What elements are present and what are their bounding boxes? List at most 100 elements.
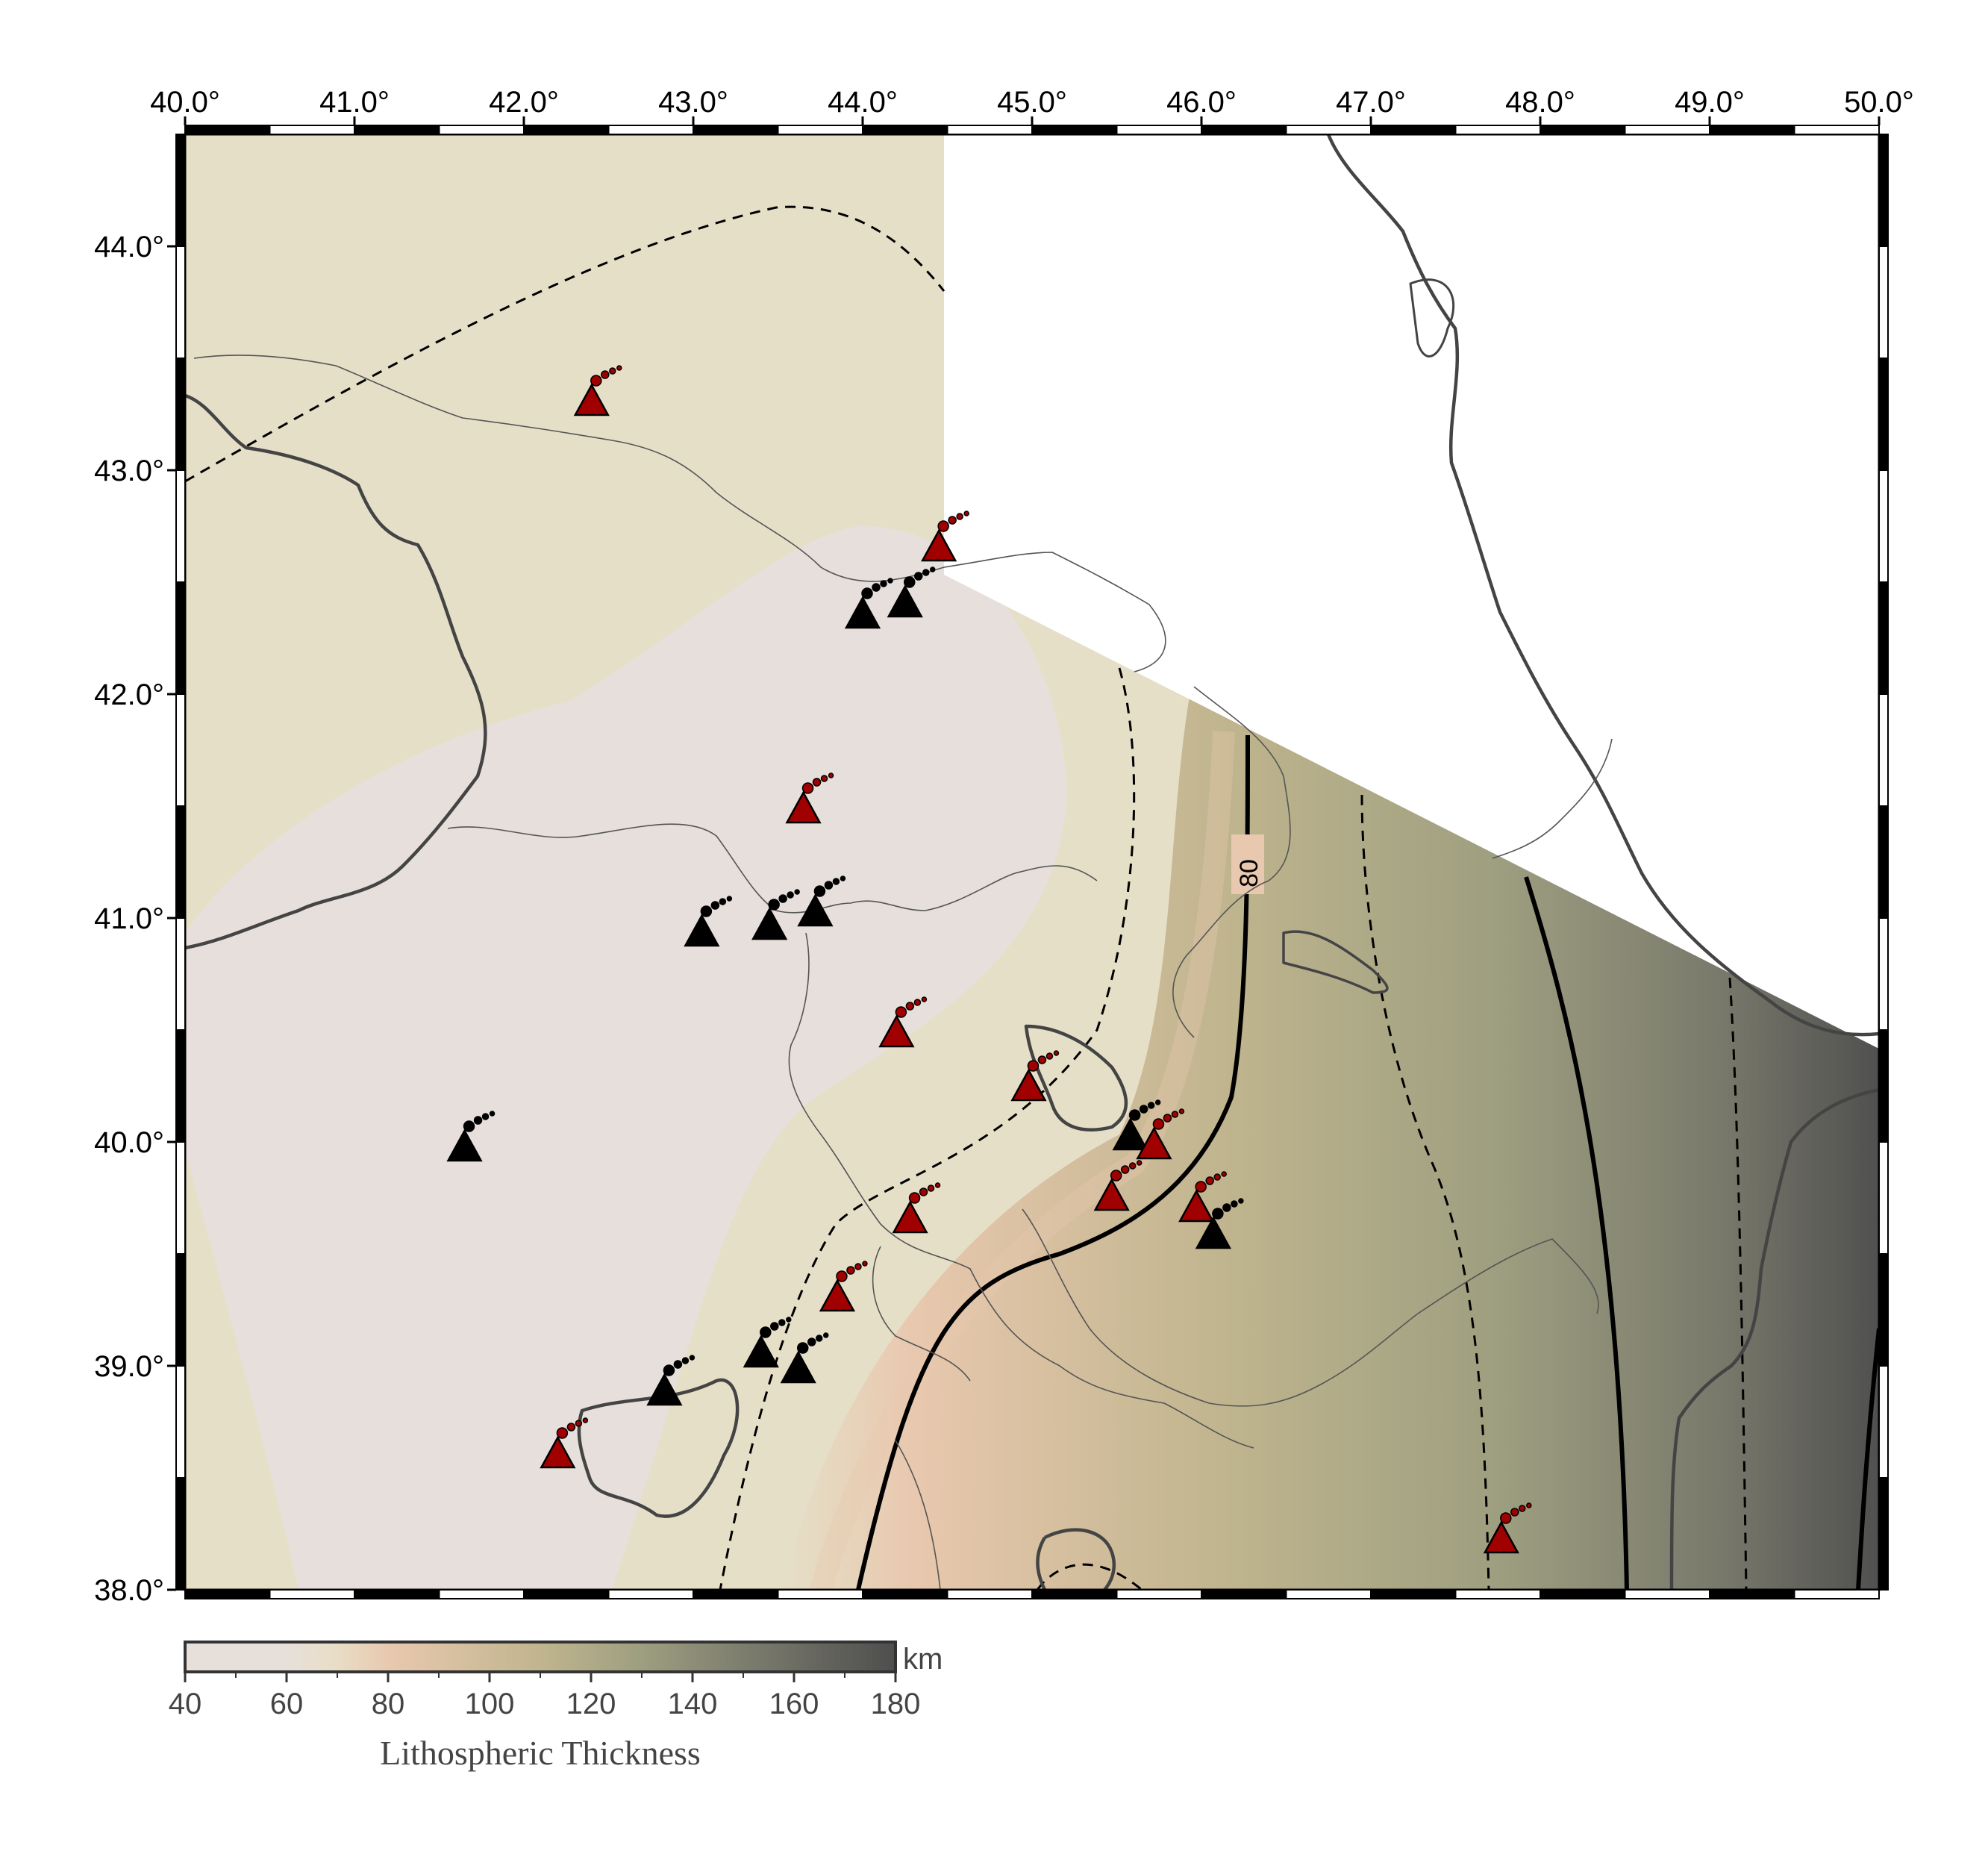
frame-segment — [269, 1589, 355, 1599]
mingachevir — [1282, 930, 1389, 994]
frame-segment — [1878, 134, 1889, 247]
volcano-icon — [1136, 1108, 1185, 1160]
frame-segment — [1540, 1589, 1626, 1599]
frame-segment — [523, 1589, 610, 1599]
frame-segment — [1878, 917, 1889, 1031]
frame-segment — [175, 1365, 186, 1479]
caspian-coast — [1326, 134, 1879, 1037]
lon-tick-label: 40.0° — [150, 86, 220, 119]
lat-tick-label: 44.0° — [94, 231, 164, 263]
contour-dashed-3 — [1728, 977, 1748, 1590]
frame-segment — [1878, 1029, 1889, 1143]
frame-segment — [438, 125, 525, 135]
frame-segment — [1793, 125, 1880, 135]
contour-solid-2 — [1524, 876, 1629, 1590]
colorbar-tick-label: 140 — [668, 1688, 718, 1720]
volcano-markers — [446, 365, 1532, 1554]
frame-segment — [175, 693, 186, 807]
colorbar-tick-label: 120 — [566, 1688, 616, 1720]
frame-segment — [354, 1589, 440, 1599]
frame-segment — [175, 1029, 186, 1143]
frame-segment — [175, 134, 186, 247]
frame-segment — [175, 246, 186, 359]
frame-segment — [184, 125, 271, 135]
latitude-labels: 44.0° 43.0° 42.0° 41.0° 40.0° 39.0° 38.0° — [94, 231, 176, 1607]
frame-segment — [946, 125, 1033, 135]
contour-dashed-2 — [1360, 794, 1490, 1590]
frame-segment — [607, 125, 694, 135]
frame-segment — [1793, 1589, 1880, 1599]
lat-tick-label: 41.0° — [94, 902, 164, 935]
borders — [193, 355, 1613, 1590]
frame-segment — [1285, 1589, 1372, 1599]
border-north — [193, 355, 1166, 672]
lat-tick-label: 39.0° — [94, 1350, 164, 1383]
frame-segment — [1709, 125, 1795, 135]
thin-zone — [185, 525, 1067, 1590]
volcano-icon — [844, 578, 893, 629]
lake-urmia — [1036, 1528, 1116, 1590]
frame-segment — [1624, 125, 1710, 135]
frame-segment — [1878, 358, 1889, 471]
volcano-icon — [646, 1355, 696, 1406]
frame-segment — [1709, 1589, 1795, 1599]
frame-segment — [523, 125, 610, 135]
contour-dashed-north — [185, 205, 945, 483]
lon-tick-label: 43.0° — [658, 86, 728, 119]
volcano-icon — [797, 875, 846, 927]
frame-segment — [354, 125, 440, 135]
lon-tick-label: 49.0° — [1675, 86, 1745, 119]
frame-segment — [1878, 1365, 1889, 1479]
lat-tick-label: 38.0° — [94, 1574, 164, 1607]
border-georgia-turkey — [447, 823, 1098, 914]
volcano-icon — [921, 511, 969, 562]
volcano-icon — [684, 896, 733, 947]
lon-tick-label: 41.0° — [319, 86, 390, 119]
lon-tick-label: 42.0° — [489, 86, 559, 119]
volcano-icon — [1112, 1099, 1161, 1151]
frame-segment — [175, 469, 186, 583]
frame-segment — [1878, 693, 1889, 807]
absheron — [1409, 278, 1455, 358]
volcano-icon — [743, 1317, 792, 1368]
frame-segment — [946, 1589, 1033, 1599]
frame-segment — [175, 917, 186, 1031]
lat-tick-label: 42.0° — [94, 678, 164, 711]
volcano-icon — [446, 1111, 496, 1162]
frame-segment — [1201, 125, 1287, 135]
frame-segment — [862, 125, 948, 135]
frame-segment — [1878, 469, 1889, 583]
colorbar-fill — [184, 1641, 897, 1673]
no-data-area — [944, 134, 1879, 1049]
lon-tick-label: 46.0° — [1166, 86, 1237, 119]
frame-segment — [175, 805, 186, 919]
border-iran — [1022, 1208, 1599, 1407]
frame-segment — [1370, 125, 1457, 135]
lake-van — [577, 1378, 740, 1518]
longitude-labels: 40.0° 41.0° 42.0° 43.0° 44.0° 45.0° 46.0° 47.0°… — [150, 86, 1914, 125]
frame-segment — [1285, 125, 1372, 135]
volcano-icon — [819, 1261, 868, 1312]
frame-segment — [1454, 125, 1541, 135]
lon-tick-label: 47.0° — [1336, 86, 1406, 119]
frame-segment — [607, 1589, 694, 1599]
colorbar-tick-label: 60 — [270, 1688, 304, 1720]
lon-tick-label: 44.0° — [828, 86, 898, 119]
lon-tick-label: 45.0° — [997, 86, 1067, 119]
lon-tick-label: 48.0° — [1505, 86, 1575, 119]
frame-segment — [777, 125, 863, 135]
volcano-icon — [1093, 1160, 1143, 1211]
coastlines — [185, 134, 1879, 1590]
frame-segment — [1370, 1589, 1457, 1599]
volcano-icon — [887, 566, 936, 618]
colorbar-title: Lithospheric Thickness — [380, 1734, 701, 1772]
volcano-icon — [878, 996, 928, 1048]
frame-segment — [175, 1253, 186, 1367]
frame-segment — [269, 125, 355, 135]
volcano-icon — [1178, 1171, 1227, 1223]
frame-segment — [175, 358, 186, 471]
frame-segment — [1878, 246, 1889, 359]
frame-segment — [1878, 1141, 1889, 1255]
frame-segment — [184, 1589, 271, 1599]
